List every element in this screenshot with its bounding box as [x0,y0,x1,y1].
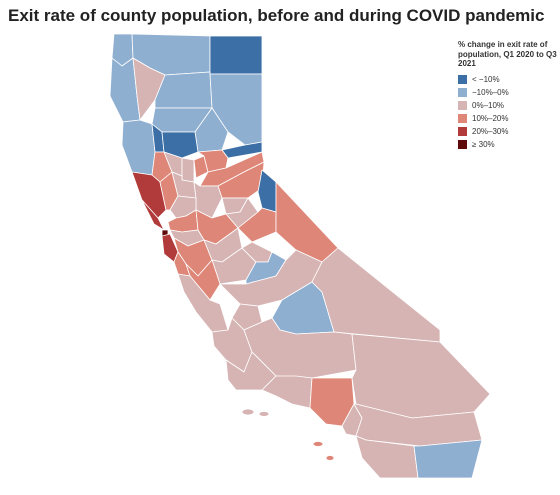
county-alpine [257,169,277,213]
county-modoc [209,35,263,75]
legend-swatch [458,113,467,123]
legend-items: < −10% −10%–0% 0%–10% 10%–20% 20%–30% ≥ 30% [458,73,558,151]
legend-label: 0%–10% [472,100,505,110]
county-mendocino [121,119,156,176]
county-santa-barbara [241,408,255,416]
legend-label: ≥ 30% [472,139,495,149]
map-title: Exit rate of county population, before a… [8,6,545,25]
legend-label: < −10% [472,74,500,84]
legend-label: −10%–0% [472,87,509,97]
county-butte [161,131,199,159]
legend-swatch [458,100,467,110]
county-mono [275,181,339,263]
legend-item: 20%–30% [458,125,558,138]
legend-title: % change in exit rate of population, Q1 … [458,40,557,68]
map-legend: % change in exit rate of population, Q1 … [458,40,558,151]
legend-item: 10%–20% [458,112,558,125]
legend-swatch [458,139,467,149]
county-san-bernardino [351,333,491,419]
legend-swatch [458,126,467,136]
legend-item: 0%–10% [458,99,558,112]
county-imperial [413,439,483,479]
legend-item: < −10% [458,73,558,86]
county-santa-barbara [258,411,270,417]
legend-item: ≥ 30% [458,138,558,151]
county-los-angeles [325,455,335,461]
county-los-angeles [312,441,324,447]
county-sutter [181,157,195,183]
legend-swatch [458,74,467,84]
legend-label: 20%–30% [472,126,509,136]
legend-item: −10%–0% [458,86,558,99]
legend-swatch [458,87,467,97]
legend-label: 10%–20% [472,113,509,123]
